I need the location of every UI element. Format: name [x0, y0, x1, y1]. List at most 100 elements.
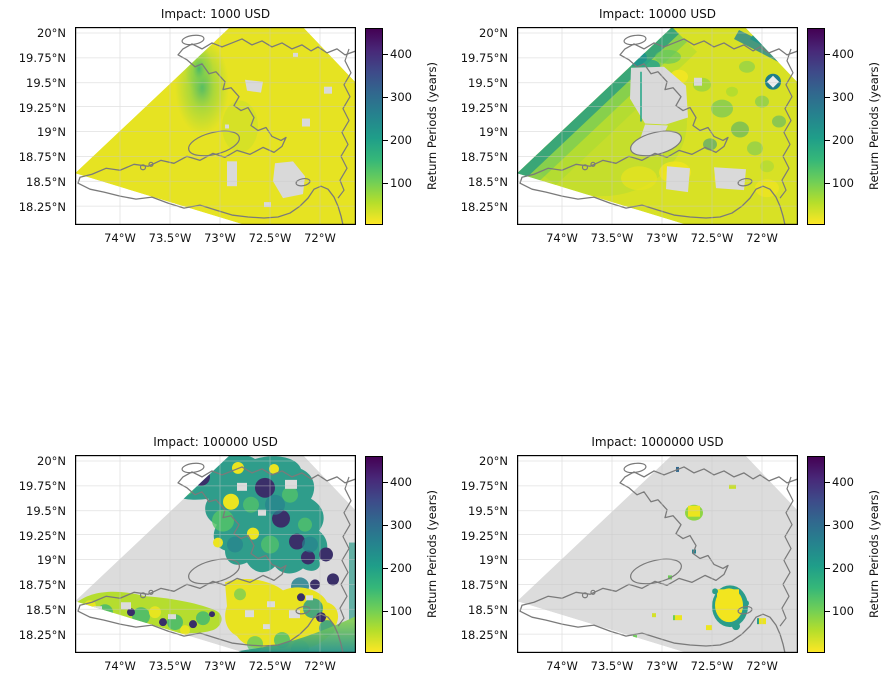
y-tick-label: 18.25°N — [18, 628, 66, 642]
y-tick-label: 18.5°N — [468, 603, 508, 617]
colorbar-tick-label: 300 — [390, 90, 412, 104]
y-tick-label: 19°N — [479, 553, 508, 567]
y-tick-label: 20°N — [37, 26, 66, 40]
x-tick-label: 73.5°W — [590, 659, 634, 673]
y-tick-label: 19.75°N — [18, 51, 66, 65]
colorbar-tick-label: 300 — [390, 518, 412, 532]
y-tick-label: 19.5°N — [26, 504, 66, 518]
colorbar-tick — [383, 54, 388, 56]
colorbar-tick — [383, 97, 388, 99]
colorbar-tick — [825, 482, 830, 484]
y-tick-label: 19.75°N — [18, 479, 66, 493]
subplot-impact-1000000: Impact: 1000000 USD 20°N 19.75°N 19.5°N … — [442, 428, 889, 683]
colorbar-tick — [383, 525, 388, 527]
colorbar-label: Return Periods (years) — [867, 62, 881, 190]
colorbar-tick-label: 300 — [832, 90, 854, 104]
colorbar-tick — [383, 183, 388, 185]
colorbar-tick-label: 200 — [390, 561, 412, 575]
subplot-title: Impact: 100000 USD — [153, 435, 278, 449]
y-tick-label: 18.75°N — [460, 578, 508, 592]
x-tick-label: 72°W — [746, 231, 778, 245]
y-tick-label: 19.5°N — [26, 76, 66, 90]
colorbar-tick — [825, 525, 830, 527]
y-tick-label: 18.25°N — [18, 200, 66, 214]
colorbar-tick — [383, 568, 388, 570]
y-tick-label: 19.25°N — [460, 101, 508, 115]
colorbar-tick — [825, 611, 830, 613]
colorbar-tick — [383, 140, 388, 142]
colorbar-tick — [825, 97, 830, 99]
colorbar-tick-label: 200 — [832, 561, 854, 575]
map-impact-10000 — [517, 27, 798, 225]
x-tick-label: 74°W — [546, 659, 578, 673]
y-tick-label: 18.5°N — [26, 175, 66, 189]
y-tick-label: 19.5°N — [468, 76, 508, 90]
colorbar-tick — [383, 482, 388, 484]
y-tick-label: 18.75°N — [460, 150, 508, 164]
y-tick-label: 20°N — [479, 454, 508, 468]
colorbar-tick — [825, 183, 830, 185]
x-tick-label: 73.5°W — [148, 659, 192, 673]
y-tick-label: 19°N — [37, 125, 66, 139]
x-tick-label: 73°W — [646, 231, 678, 245]
x-tick-label: 72.5°W — [248, 231, 292, 245]
y-tick-label: 19.5°N — [468, 504, 508, 518]
x-tick-label: 74°W — [546, 231, 578, 245]
x-tick-label: 72.5°W — [248, 659, 292, 673]
x-tick-label: 74°W — [104, 231, 136, 245]
y-tick-label: 19.75°N — [460, 479, 508, 493]
colorbar-tick-label: 100 — [390, 604, 412, 618]
colorbar-tick — [383, 611, 388, 613]
x-tick-label: 73°W — [204, 659, 236, 673]
colorbar-tick-label: 400 — [390, 475, 412, 489]
y-tick-label: 19.25°N — [18, 101, 66, 115]
x-tick-label: 73°W — [204, 231, 236, 245]
colorbar-label: Return Periods (years) — [425, 490, 439, 618]
x-tick-label: 73°W — [646, 659, 678, 673]
y-tick-label: 18.5°N — [468, 175, 508, 189]
colorbar-label: Return Periods (years) — [867, 490, 881, 618]
map-impact-100000 — [75, 455, 356, 653]
x-tick-label: 72°W — [746, 659, 778, 673]
subplot-title: Impact: 1000000 USD — [591, 435, 724, 449]
map-impact-1000 — [75, 27, 356, 225]
y-tick-label: 18.5°N — [26, 603, 66, 617]
x-tick-label: 72.5°W — [690, 659, 734, 673]
colorbar-tick — [825, 140, 830, 142]
subplot-impact-100000: Impact: 100000 USD 20°N 19.75°N 19.5°N 1… — [0, 428, 447, 683]
y-tick-label: 19°N — [37, 553, 66, 567]
colorbar-tick-label: 200 — [390, 133, 412, 147]
y-tick-label: 19°N — [479, 125, 508, 139]
no-data-patches — [630, 66, 746, 193]
subplot-impact-10000: Impact: 10000 USD 20°N 19.75°N 19.5°N 19… — [442, 0, 889, 255]
y-tick-label: 18.25°N — [460, 200, 508, 214]
colorbar-tick-label: 400 — [832, 475, 854, 489]
colorbar-label: Return Periods (years) — [425, 62, 439, 190]
colorbar-tick-label: 100 — [390, 176, 412, 190]
x-tick-label: 72°W — [304, 231, 336, 245]
colorbar-tick-label: 300 — [832, 518, 854, 532]
colorbar-tick-label: 100 — [832, 176, 854, 190]
colorbar-tick — [825, 568, 830, 570]
colorbar-tick-label: 400 — [832, 47, 854, 61]
y-tick-label: 18.25°N — [460, 628, 508, 642]
colorbar — [365, 456, 383, 653]
colorbar-tick-label: 400 — [390, 47, 412, 61]
colorbar — [807, 456, 825, 653]
subplot-title: Impact: 10000 USD — [599, 7, 716, 21]
y-tick-label: 20°N — [37, 454, 66, 468]
colorbar-tick — [825, 54, 830, 56]
colorbar — [807, 28, 825, 225]
x-tick-label: 72°W — [304, 659, 336, 673]
y-tick-label: 18.75°N — [18, 578, 66, 592]
subplot-title: Impact: 1000 USD — [160, 7, 271, 21]
x-tick-label: 73.5°W — [148, 231, 192, 245]
x-tick-label: 74°W — [104, 659, 136, 673]
colorbar-tick-label: 100 — [832, 604, 854, 618]
return-period-field — [517, 455, 798, 653]
y-tick-label: 19.25°N — [460, 529, 508, 543]
colorbar-tick-label: 200 — [832, 133, 854, 147]
x-tick-label: 73.5°W — [590, 231, 634, 245]
y-tick-label: 18.75°N — [18, 150, 66, 164]
